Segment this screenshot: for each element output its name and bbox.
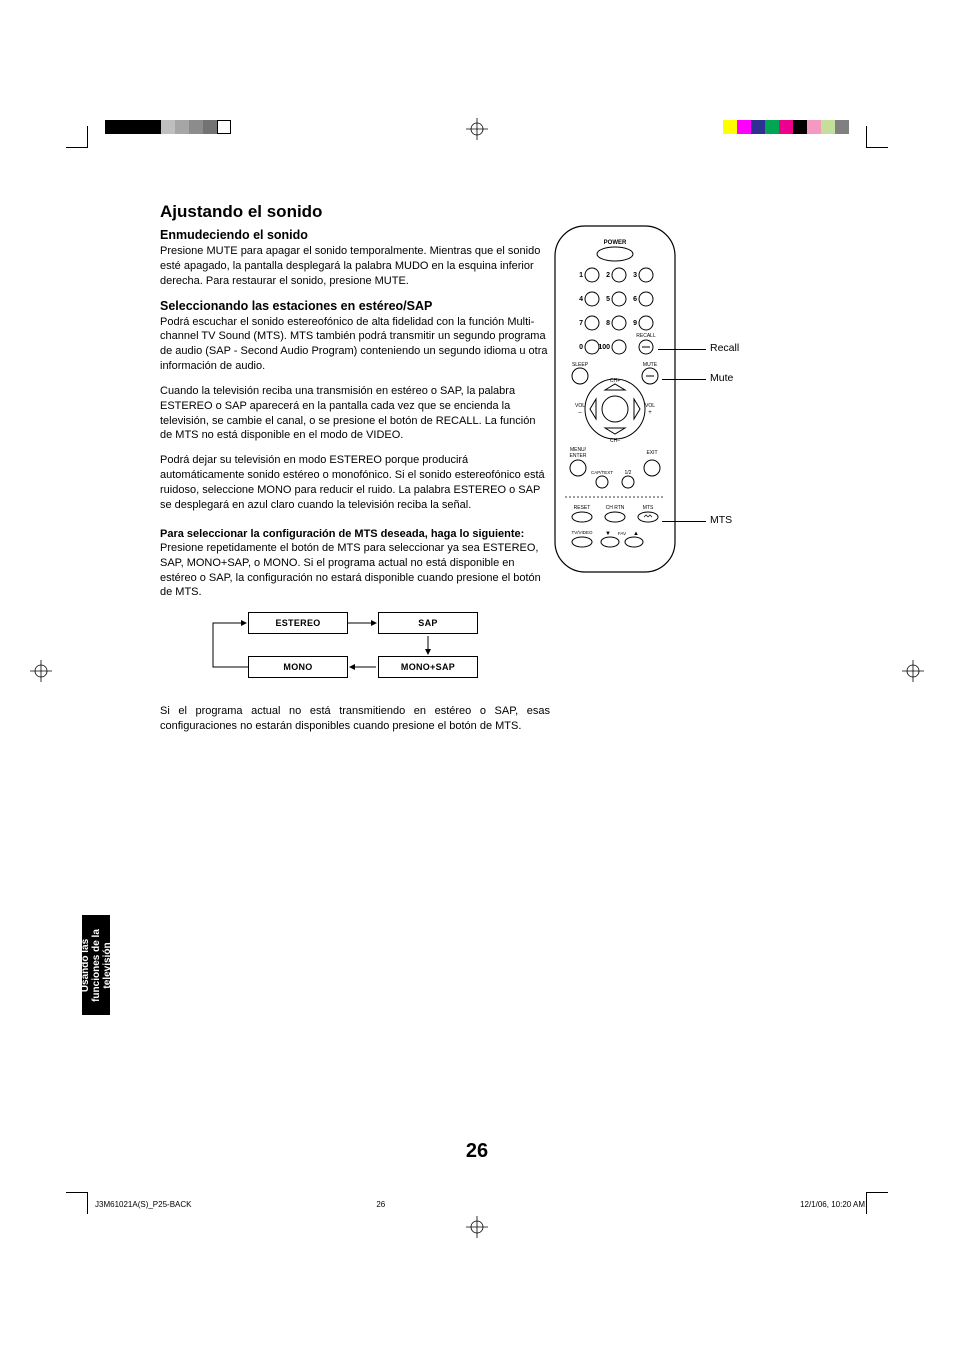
svg-text:EXIT: EXIT (646, 450, 657, 456)
crop-mark-tr (866, 120, 894, 148)
remote-figure: POWER 1 2 3 4 5 6 7 8 9 0 100 RECALL SLE… (550, 224, 870, 579)
registration-cross-left (30, 660, 52, 682)
svg-text:CH+: CH+ (610, 378, 620, 384)
colorbar-left (105, 120, 231, 134)
svg-text:VOL: VOL (645, 403, 655, 409)
page-title: Ajustando el sonido (160, 202, 550, 222)
svg-text:VOL: VOL (575, 403, 585, 409)
svg-text:MUTE: MUTE (643, 362, 658, 368)
callout-line-mute (662, 379, 706, 380)
steps-body: Presione repetidamente el botón de MTS p… (160, 541, 550, 600)
colorbar-right (723, 120, 849, 134)
svg-text:6: 6 (633, 296, 637, 303)
svg-text:100: 100 (598, 344, 610, 351)
footer-left: J3M61021A(S)_P25-BACK (95, 1200, 192, 1209)
crop-mark-bl (60, 1192, 88, 1220)
svg-text:5: 5 (606, 296, 610, 303)
para-mute: Presione MUTE para apagar el sonido temp… (160, 244, 550, 289)
remote-label-power: POWER (604, 240, 627, 246)
svg-text:2: 2 (606, 272, 610, 279)
callout-line-mts (662, 521, 706, 522)
footer: J3M61021A(S)_P25-BACK 26 12/1/06, 10:20 … (95, 1200, 865, 1209)
para-sap-3: Podrá dejar su televisión en modo ESTERE… (160, 453, 550, 512)
para-after-flow: Si el programa actual no está transmitie… (160, 704, 550, 734)
footer-right: 12/1/06, 10:20 AM (800, 1200, 865, 1209)
svg-text:MTS: MTS (643, 505, 654, 511)
svg-text:+: + (648, 410, 652, 416)
para-sap-2: Cuando la televisión reciba una transmis… (160, 384, 550, 443)
para-sap-1: Podrá escuchar el sonido estereofónico d… (160, 315, 550, 374)
svg-text:SLEEP: SLEEP (572, 362, 589, 368)
svg-text:7: 7 (579, 320, 583, 327)
callout-mts: MTS (710, 514, 732, 526)
heading-mute: Enmudeciendo el sonido (160, 228, 550, 242)
flow-box-mono: MONO (248, 656, 348, 678)
svg-text:RECALL: RECALL (636, 333, 656, 339)
callout-recall: Recall (710, 342, 739, 354)
mts-flow-diagram: ESTEREO SAP MONO MONO+SAP (208, 610, 508, 690)
svg-text:RESET: RESET (574, 505, 591, 511)
callout-line-recall (658, 349, 706, 350)
svg-text:CH RTN: CH RTN (606, 505, 625, 511)
svg-text:4: 4 (579, 296, 583, 303)
steps-title: Para seleccionar la configuración de MTS… (160, 527, 550, 541)
flow-box-estereo: ESTEREO (248, 612, 348, 634)
svg-text:▲: ▲ (633, 531, 639, 537)
flow-box-sap: SAP (378, 612, 478, 634)
registration-cross-right (902, 660, 924, 682)
sidetab-l3: televisión (102, 942, 113, 988)
heading-sap: Seleccionando las estaciones en estéreo/… (160, 299, 550, 313)
svg-text:FAV: FAV (618, 531, 626, 536)
svg-text:CAP/TEXT: CAP/TEXT (591, 470, 613, 475)
sidetab-l1: Usando las (80, 938, 91, 991)
svg-text:9: 9 (633, 320, 637, 327)
registration-cross-top (466, 118, 488, 140)
callout-mute: Mute (710, 372, 733, 384)
svg-text:▼: ▼ (605, 531, 611, 537)
flow-box-monosap: MONO+SAP (378, 656, 478, 678)
svg-text:8: 8 (606, 320, 610, 327)
crop-mark-tl (60, 120, 88, 148)
svg-text:TV/VIDEO: TV/VIDEO (571, 530, 593, 535)
page-number: 26 (0, 1140, 954, 1163)
svg-text:ENTER: ENTER (570, 453, 587, 459)
svg-text:CH–: CH– (610, 438, 620, 444)
svg-text:1: 1 (579, 272, 583, 279)
svg-text:1/2: 1/2 (625, 470, 632, 476)
side-tab: Usando las funciones de la televisión (82, 915, 110, 1015)
crop-mark-br (866, 1192, 894, 1220)
footer-center: 26 (376, 1200, 385, 1209)
sidetab-l2: funciones de la (91, 929, 102, 1002)
svg-text:0: 0 (579, 344, 583, 351)
svg-text:3: 3 (633, 272, 637, 279)
registration-cross-bottom (466, 1216, 488, 1238)
